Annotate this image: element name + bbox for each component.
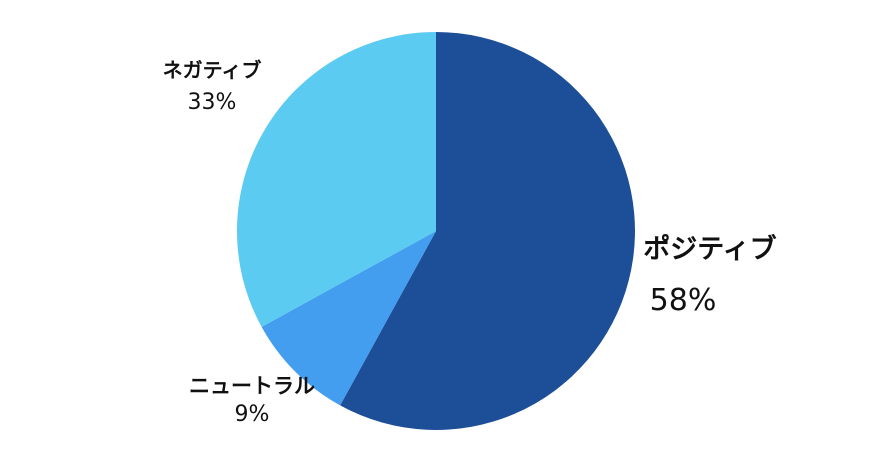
pie-slice-0: [340, 32, 635, 430]
pie-slice-2-value-label: 33%: [188, 90, 237, 115]
pie-slices: [236, 32, 635, 430]
pie-slice-0-value-label: 58%: [650, 283, 717, 318]
pie-slice-1: [261, 231, 436, 406]
pie-slice-1-name-label: ニュートラル: [189, 374, 315, 398]
pie-labels: ポジティブ 58% ニュートラル 9% ネガティブ 33%: [163, 58, 777, 427]
pie-slice-2: [236, 32, 436, 327]
pie-slice-1-value-label: 9%: [235, 402, 270, 427]
pie-slice-2-name-label: ネガティブ: [163, 58, 262, 82]
pie-slice-0-name-label: ポジティブ: [643, 233, 776, 265]
